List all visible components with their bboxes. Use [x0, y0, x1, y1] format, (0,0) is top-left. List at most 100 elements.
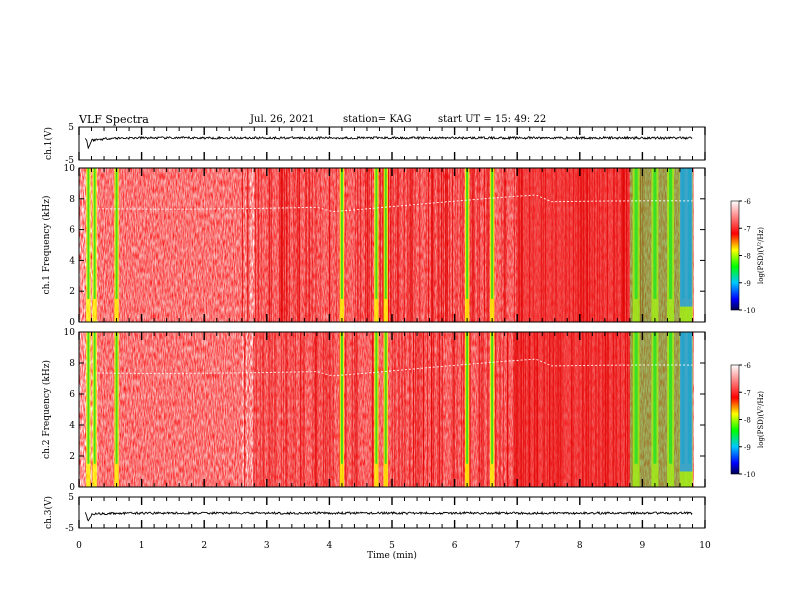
- spectral-striation: [356, 332, 358, 487]
- burst-band-green: [340, 168, 343, 299]
- date-label: Jul. 26, 2021: [250, 114, 315, 125]
- spectral-striation: [533, 332, 535, 487]
- burst-band-green: [115, 332, 118, 464]
- spectral-striation: [412, 168, 414, 322]
- spectral-striation: [268, 168, 270, 322]
- spectral-striation: [315, 332, 317, 487]
- spectral-striation: [268, 168, 270, 322]
- spectral-striation: [515, 332, 517, 487]
- y-tick-label: 2: [69, 452, 75, 462]
- spectral-striation: [516, 168, 517, 322]
- spectral-striation: [422, 332, 424, 487]
- spectral-striation: [438, 168, 440, 322]
- spectral-striation: [345, 168, 347, 322]
- y-tick-label: -5: [65, 524, 74, 534]
- spectral-striation: [395, 168, 397, 322]
- colorbar-tick-label: -6: [744, 198, 751, 206]
- spectral-striation: [481, 332, 483, 487]
- spectral-striation: [309, 168, 311, 322]
- spectral-striation: [573, 332, 575, 487]
- spectral-striation: [315, 332, 317, 487]
- burst-band-green: [668, 332, 673, 464]
- voltage-waveform: [84, 135, 693, 149]
- spectral-striation: [581, 168, 583, 322]
- spectral-striation: [283, 168, 285, 322]
- spectral-striation: [612, 332, 614, 487]
- spectral-striation: [366, 168, 368, 322]
- spectral-striation: [403, 332, 405, 487]
- spectral-striation: [322, 332, 324, 487]
- spectral-striation: [248, 168, 250, 322]
- colorbar-tick-label: -10: [744, 307, 755, 315]
- spectral-striation: [483, 332, 485, 487]
- spectral-striation: [486, 168, 488, 322]
- spectral-striation: [613, 168, 615, 322]
- spectral-striation: [371, 168, 373, 322]
- spectral-striation: [577, 168, 579, 322]
- spectral-striation: [247, 168, 249, 322]
- spectral-striation: [433, 332, 435, 487]
- spectral-striation: [573, 168, 575, 322]
- spectral-striation: [469, 332, 471, 487]
- spectral-striation: [572, 168, 574, 322]
- spectral-striation: [345, 332, 347, 487]
- spectral-striation: [305, 168, 307, 322]
- spectral-striation: [271, 332, 273, 487]
- spectral-striation: [625, 168, 627, 322]
- spectral-striation: [506, 332, 508, 487]
- spectral-striation: [534, 332, 536, 487]
- spectral-striation: [479, 332, 481, 487]
- spectral-striation: [578, 332, 580, 487]
- spectral-striation: [527, 332, 529, 487]
- spectral-striation: [283, 332, 284, 487]
- spectral-striation: [382, 168, 384, 322]
- spectral-striation: [420, 332, 422, 487]
- x-tick-label: 6: [452, 541, 458, 551]
- spectral-striation: [281, 168, 283, 322]
- spectral-striation: [286, 332, 288, 487]
- burst-band-green: [87, 332, 90, 464]
- spectral-striation: [621, 168, 623, 322]
- spectral-striation: [627, 332, 629, 487]
- intensity-region: [97, 332, 242, 487]
- spectral-striation: [606, 332, 608, 487]
- spectral-striation: [360, 168, 362, 322]
- spectral-striation: [542, 332, 544, 487]
- burst-band-green: [634, 332, 638, 464]
- spectral-striation: [253, 332, 255, 487]
- x-tick-label: 7: [514, 541, 520, 551]
- spectral-striation: [522, 332, 524, 487]
- spectral-striation: [545, 168, 546, 322]
- spectral-striation: [355, 332, 357, 487]
- spectral-striation: [394, 332, 396, 487]
- colorbar-tick-label: -9: [744, 280, 751, 288]
- y-tick-label: 4: [69, 421, 75, 431]
- burst-band-green: [653, 332, 657, 464]
- spectral-striation: [623, 168, 625, 322]
- spectral-striation: [330, 332, 332, 487]
- spectral-striation: [505, 168, 507, 322]
- x-tick-label: 0: [76, 541, 82, 551]
- spectral-striation: [453, 332, 455, 487]
- spectral-striation: [433, 168, 435, 322]
- spectral-striation: [640, 168, 641, 322]
- colorbar: [730, 364, 740, 475]
- spectral-striation: [525, 332, 526, 487]
- spectral-striation: [280, 168, 282, 322]
- spectral-striation: [319, 168, 321, 322]
- spectral-striation: [559, 332, 561, 487]
- spectral-striation: [301, 332, 303, 487]
- y-tick-label: 8: [69, 195, 75, 205]
- spectral-striation: [616, 168, 618, 322]
- x-tick-label: 3: [264, 541, 270, 551]
- burst-band-green: [384, 332, 387, 464]
- spectral-striation: [409, 332, 411, 487]
- burst-band-green: [93, 168, 96, 299]
- x-tick-label: 9: [640, 541, 646, 551]
- y-axis-label: ch.1(V): [43, 127, 54, 160]
- y-tick-label: 5: [68, 493, 74, 503]
- spectral-striation: [620, 168, 622, 322]
- spectral-striation: [312, 332, 314, 487]
- spectral-striation: [401, 332, 403, 487]
- spectral-striation: [597, 168, 599, 322]
